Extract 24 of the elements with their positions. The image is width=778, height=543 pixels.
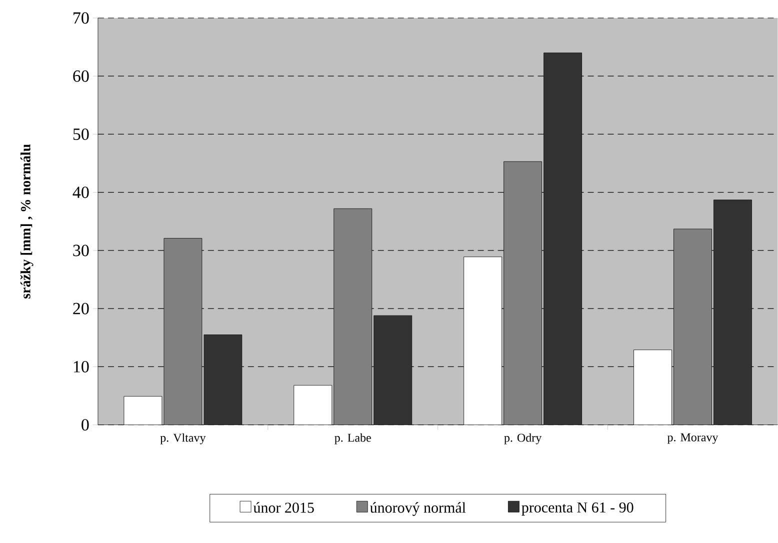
legend-label: procenta N 61 - 90 bbox=[522, 502, 634, 516]
y-tick-label: 30 bbox=[73, 244, 89, 256]
bar bbox=[674, 228, 712, 425]
bar bbox=[124, 396, 162, 425]
x-tick-label: p. Labe bbox=[334, 433, 371, 444]
bar bbox=[294, 385, 332, 425]
bar bbox=[334, 208, 372, 425]
bar bbox=[634, 350, 672, 425]
x-tick-label: p. Moravy bbox=[667, 433, 718, 444]
y-tick-label: 0 bbox=[82, 419, 89, 431]
y-tick-label: 20 bbox=[73, 302, 89, 314]
legend-label: únorový normál bbox=[370, 502, 466, 516]
y-tick-label: 50 bbox=[73, 128, 89, 140]
y-tick-label: 10 bbox=[74, 361, 89, 373]
x-tick-label: p. Vltavy bbox=[160, 433, 206, 444]
y-tick-label: 70 bbox=[74, 12, 89, 24]
y-tick-label: 60 bbox=[73, 70, 89, 82]
x-tick-label: p. Odry bbox=[504, 433, 542, 444]
y-axis-title: srážky [mm] , % normálu bbox=[20, 144, 34, 299]
bar bbox=[464, 256, 502, 425]
y-tick-label: 40 bbox=[72, 186, 89, 198]
bar bbox=[504, 162, 542, 425]
bar bbox=[164, 238, 202, 425]
legend-label: únor 2015 bbox=[253, 502, 314, 513]
